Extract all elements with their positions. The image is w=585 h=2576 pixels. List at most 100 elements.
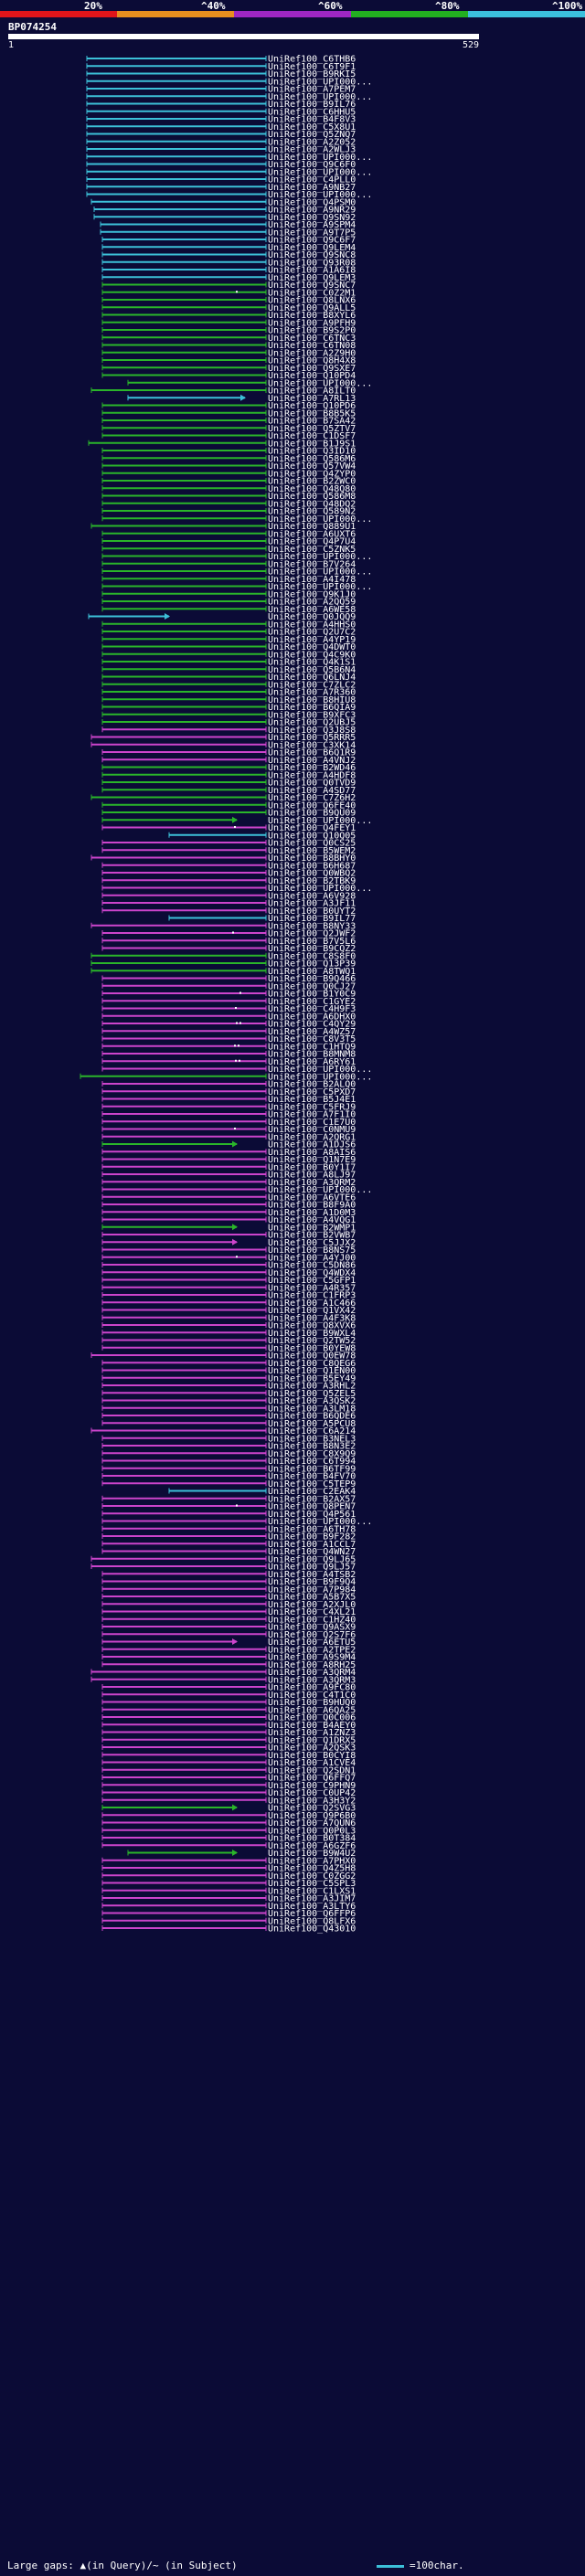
hit-row[interactable]: UniRef100_C6THB6 — [86, 55, 356, 65]
hit-row[interactable]: UniRef100_UPI000... — [86, 77, 372, 87]
hit-row[interactable]: UniRef100_B6QIA9 — [101, 703, 356, 713]
hit-row[interactable]: UniRef100_C0Z2M1 — [101, 288, 356, 298]
hit-row[interactable]: UniRef100_Q4PSM0 — [90, 197, 356, 207]
hit-row[interactable]: UniRef100_Q2S7F6 — [101, 1630, 356, 1640]
hit-row[interactable]: UniRef100_A6DHX0 — [101, 1012, 356, 1022]
hit-row[interactable]: UniRef100_A1DJS6 — [101, 1140, 356, 1150]
hit-row[interactable]: UniRef100_Q10Q05 — [168, 831, 356, 841]
hit-row[interactable]: UniRef100_C7Z6H2 — [90, 793, 356, 803]
hit-row[interactable]: UniRef100_B8NY33 — [90, 921, 356, 931]
hit-row[interactable]: UniRef100_C8V3T5 — [101, 1034, 356, 1044]
hit-row[interactable]: UniRef100_C6TNC3 — [101, 334, 356, 344]
hit-row[interactable]: UniRef100_B4FV70 — [101, 1472, 356, 1482]
hit-row[interactable]: UniRef100_B9RKI5 — [86, 69, 356, 80]
hit-row[interactable]: UniRef100_A6QA25 — [101, 1705, 356, 1715]
hit-row[interactable]: UniRef100_A2WLJ3 — [86, 145, 356, 155]
hit-row[interactable]: UniRef100_B2WD46 — [101, 763, 356, 773]
hit-row[interactable]: UniRef100_B1Y0C9 — [101, 990, 356, 1000]
hit-row[interactable]: UniRef100_C5GFP1 — [101, 1276, 356, 1286]
hit-row[interactable]: UniRef100_A8ILT0 — [90, 387, 356, 397]
hit-row[interactable]: UniRef100_A3QSK2 — [101, 1396, 356, 1406]
hit-row[interactable]: UniRef100_A6RY61 — [101, 1057, 356, 1067]
hit-row[interactable]: UniRef100_A9SPM4 — [100, 220, 356, 230]
hit-row[interactable]: UniRef100_C0NMU9 — [101, 1125, 356, 1135]
hit-row[interactable]: UniRef100_Q9SNC7 — [101, 281, 356, 291]
hit-row[interactable]: UniRef100_A1CVE4 — [101, 1758, 356, 1768]
hit-row[interactable]: UniRef100_A2QRG1 — [101, 1132, 356, 1142]
hit-row[interactable]: UniRef100_Q889U1 — [90, 522, 356, 532]
hit-row[interactable]: UniRef100_Q8XVX6 — [101, 1321, 356, 1331]
hit-row[interactable]: UniRef100_Q9ASX9 — [101, 1623, 356, 1633]
hit-row[interactable]: UniRef100_B7V5L6 — [101, 937, 356, 947]
hit-row[interactable]: UniRef100_C6TN08 — [101, 341, 356, 351]
hit-row[interactable]: UniRef100_UPI000... — [101, 884, 372, 894]
hit-row[interactable]: UniRef100_A4VQG1 — [101, 1215, 356, 1225]
hit-row[interactable]: UniRef100_C8X9Q9 — [101, 1449, 356, 1459]
hit-row[interactable]: UniRef100_B2WMP1 — [101, 1223, 356, 1233]
hit-row[interactable]: UniRef100_A2Z052 — [86, 137, 356, 147]
hit-row[interactable]: UniRef100_UPI000... — [86, 167, 372, 177]
hit-row[interactable]: UniRef100_Q1N7E9 — [101, 1155, 356, 1165]
hit-row[interactable]: UniRef100_Q4C9K0 — [101, 650, 356, 660]
hit-row[interactable]: UniRef100_Q4K1S1 — [101, 658, 356, 668]
hit-row[interactable]: UniRef100_Q48Q80 — [101, 484, 356, 494]
hit-row[interactable]: UniRef100_B9CQZ2 — [101, 944, 356, 954]
hit-row[interactable]: UniRef100_A7RL13 — [127, 394, 356, 404]
hit-row[interactable]: UniRef100_B3NEL3 — [101, 1434, 356, 1444]
hit-row[interactable]: UniRef100_A2QQ59 — [101, 598, 356, 608]
hit-row[interactable]: UniRef100_Q2UBJ5 — [101, 718, 356, 728]
hit-row[interactable]: UniRef100_B8F9A0 — [101, 1201, 356, 1211]
hit-row[interactable]: UniRef100_A5B7X5 — [101, 1593, 356, 1603]
hit-row[interactable]: UniRef100_C1HTQ9 — [101, 1042, 356, 1052]
hit-row[interactable]: UniRef100_Q4Z5H8 — [101, 1864, 356, 1874]
hit-row[interactable]: UniRef100_B9IL76 — [86, 100, 356, 110]
hit-row[interactable]: UniRef100_C1LXS1 — [101, 1886, 356, 1896]
hit-row[interactable]: UniRef100_B4AEY0 — [101, 1721, 356, 1731]
hit-row[interactable]: UniRef100_Q3ID10 — [101, 447, 356, 457]
hit-row[interactable]: UniRef100_B4F8V3 — [86, 115, 356, 125]
hit-row[interactable]: UniRef100_A9PFH9 — [101, 318, 356, 328]
hit-row[interactable]: UniRef100_A1C466 — [101, 1299, 356, 1309]
hit-row[interactable]: UniRef100_A1CCL7 — [101, 1540, 356, 1550]
hit-row[interactable]: UniRef100_A4I478 — [101, 575, 356, 585]
hit-row[interactable]: UniRef100_Q0CJ27 — [101, 981, 356, 991]
hit-row[interactable]: UniRef100_C5PXD7 — [101, 1087, 356, 1097]
hit-row[interactable]: UniRef100_B6H687 — [101, 861, 356, 871]
hit-row[interactable]: UniRef100_UPI000... — [86, 92, 372, 102]
hit-row[interactable]: UniRef100_A4F3K8 — [101, 1313, 356, 1323]
hit-row[interactable]: UniRef100_A7QUN6 — [101, 1818, 356, 1829]
hit-row[interactable]: UniRef100_A6V928 — [101, 891, 356, 901]
hit-row[interactable]: UniRef100_A2TPE2 — [101, 1645, 356, 1655]
hit-row[interactable]: UniRef100_C6T994 — [101, 1457, 356, 1467]
hit-row[interactable]: UniRef100_A2XJL0 — [101, 1600, 356, 1610]
hit-row[interactable]: UniRef100_Q0CS25 — [101, 839, 356, 849]
hit-row[interactable]: UniRef100_Q0WBQ2 — [101, 869, 356, 879]
hit-row[interactable]: UniRef100_B8MNM8 — [101, 1050, 356, 1060]
hit-row[interactable]: UniRef100_A7F1I0 — [101, 1110, 356, 1120]
hit-row[interactable]: UniRef100_UPI000... — [86, 153, 372, 163]
hit-row[interactable]: UniRef100_Q6FFQ7 — [101, 1774, 356, 1784]
hit-row[interactable]: UniRef100_A4YJ00 — [101, 1253, 356, 1263]
hit-row[interactable]: UniRef100_Q10PD6 — [101, 401, 356, 411]
hit-row[interactable]: UniRef100_B9F9Q4 — [101, 1577, 356, 1587]
hit-row[interactable]: UniRef100_Q57VW4 — [101, 461, 356, 472]
hit-row[interactable]: UniRef100_A3RHL2 — [101, 1382, 356, 1392]
hit-row[interactable]: UniRef100_A6VTE6 — [101, 1193, 356, 1203]
hit-row[interactable]: UniRef100_C8QEG6 — [101, 1359, 356, 1369]
hit-row[interactable]: UniRef100_Q93R08 — [101, 258, 356, 268]
hit-row[interactable]: UniRef100_B9W4U2 — [127, 1849, 356, 1859]
hit-row[interactable]: UniRef100_A6WE58 — [101, 605, 356, 615]
hit-row[interactable]: UniRef100_Q6LNJ4 — [101, 673, 356, 683]
hit-row[interactable]: UniRef100_B7V264 — [101, 559, 356, 569]
hit-row[interactable]: UniRef100_UPI000... — [86, 190, 372, 200]
hit-row[interactable]: UniRef100_A2Z9H0 — [101, 348, 356, 358]
hit-row[interactable]: UniRef100_C0UP42 — [101, 1788, 356, 1798]
hit-row[interactable]: UniRef100_Q4P7U4 — [101, 537, 356, 547]
hit-row[interactable]: UniRef100_A1ZNZ3 — [101, 1728, 356, 1738]
hit-row[interactable]: UniRef100_B7SA42 — [101, 417, 356, 427]
hit-row[interactable]: UniRef100_B9XFC3 — [101, 710, 356, 720]
hit-row[interactable]: UniRef100_C5X8U1 — [86, 122, 356, 133]
hit-row[interactable]: UniRef100_B8BHY0 — [90, 853, 356, 864]
hit-row[interactable]: UniRef100_C6A214 — [90, 1426, 356, 1436]
hit-row[interactable]: UniRef100_C4QY29 — [101, 1020, 356, 1030]
